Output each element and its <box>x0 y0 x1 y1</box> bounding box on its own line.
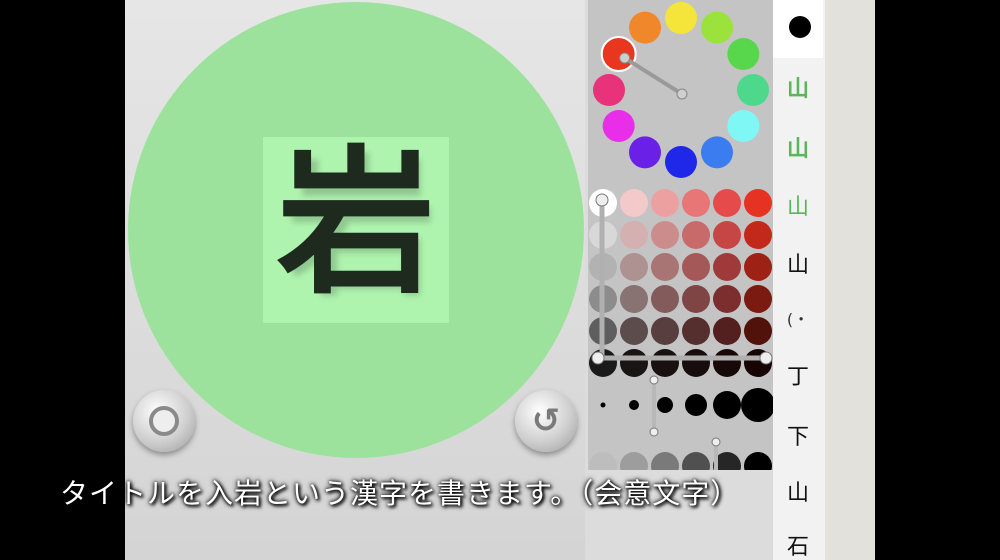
shade-swatch[interactable] <box>620 221 648 249</box>
opacity-swatch[interactable] <box>620 452 648 470</box>
stroke-step-6[interactable]: 丁 <box>773 350 823 405</box>
hue-swatch[interactable] <box>602 110 635 142</box>
shade-swatch[interactable] <box>713 189 741 217</box>
stroke-step-1[interactable]: 山 <box>773 62 823 117</box>
shade-swatch[interactable] <box>651 285 679 313</box>
right-side-bar <box>825 0 875 560</box>
stop-button[interactable] <box>133 390 195 452</box>
hue-swatch[interactable] <box>727 110 760 142</box>
shade-swatch[interactable] <box>682 221 710 249</box>
shade-swatch[interactable] <box>713 285 741 313</box>
shade-swatch[interactable] <box>682 317 710 345</box>
hue-handle-line <box>622 56 684 96</box>
app-screen: 岩 岩 ↺ 山 山 山 山 (・ 丁 <box>125 0 875 560</box>
undo-icon: ↺ <box>531 401 561 441</box>
hue-handle-knob[interactable] <box>619 52 631 64</box>
stroke-step-4[interactable]: 山 <box>773 238 823 293</box>
shade-swatch[interactable] <box>744 317 772 345</box>
stroke-step-label: 山 <box>786 195 809 220</box>
shade-swatch[interactable] <box>713 221 741 249</box>
shade-swatch[interactable] <box>651 221 679 249</box>
shade-swatch[interactable] <box>713 253 741 281</box>
kanji-guide-shadow: 岩 <box>285 143 436 317</box>
shade-swatch[interactable] <box>713 349 741 377</box>
shade-swatch[interactable] <box>744 253 772 281</box>
brightness-slider-knob[interactable] <box>759 351 773 365</box>
opacity-swatch[interactable] <box>744 452 772 470</box>
shade-swatch[interactable] <box>682 189 710 217</box>
hue-swatch[interactable] <box>629 11 661 44</box>
hue-swatch[interactable] <box>701 11 733 44</box>
hue-swatch[interactable] <box>665 2 697 34</box>
color-palette[interactable] <box>588 0 773 470</box>
video-caption: タイトルを入岩という漢字を書きます。（会意文字） <box>60 477 740 510</box>
stroke-step-7[interactable]: 下 <box>773 410 823 465</box>
brush-size-swatch[interactable] <box>657 397 673 413</box>
hue-selector-ring <box>600 36 637 72</box>
undo-button[interactable]: ↺ <box>515 390 577 452</box>
brush-size-knob[interactable] <box>649 375 659 385</box>
stroke-step-label: 下 <box>786 425 809 450</box>
brightness-slider-knob[interactable] <box>591 351 605 365</box>
shade-swatch[interactable] <box>620 189 648 217</box>
hue-swatch[interactable] <box>727 38 760 70</box>
stroke-step-5[interactable]: (・ <box>773 292 823 347</box>
ink-dot-icon <box>789 16 811 38</box>
ink-brush-selector[interactable] <box>773 0 823 58</box>
opacity-swatch[interactable] <box>589 452 617 470</box>
brush-size-swatch[interactable] <box>713 391 741 419</box>
hue-swatch[interactable] <box>665 146 697 178</box>
shade-swatch[interactable] <box>744 189 772 217</box>
stroke-step-3[interactable]: 山 <box>773 180 823 235</box>
hue-handle-knob[interactable] <box>676 88 688 100</box>
shade-swatch[interactable] <box>620 285 648 313</box>
hue-swatch[interactable] <box>602 38 635 70</box>
opacity-knob[interactable] <box>711 437 721 447</box>
brush-size-swatch[interactable] <box>741 388 773 422</box>
stroke-step-9[interactable]: 石 <box>773 520 823 560</box>
brush-size-swatch[interactable] <box>685 394 707 416</box>
shade-swatch[interactable] <box>651 349 679 377</box>
opacity-swatch[interactable] <box>651 452 679 470</box>
stroke-step-label: 山 <box>786 137 809 162</box>
drawing-canvas-area: 岩 岩 ↺ <box>125 0 585 560</box>
stroke-step-2[interactable]: 山 <box>773 122 823 177</box>
hue-swatch[interactable] <box>701 136 733 169</box>
stroke-step-label: 山 <box>786 77 809 102</box>
stroke-step-label: (・ <box>786 310 810 329</box>
stroke-step-label: 丁 <box>786 365 809 390</box>
shade-swatch[interactable] <box>651 189 679 217</box>
shade-swatch[interactable] <box>744 221 772 249</box>
shade-slider-knob[interactable] <box>595 193 609 207</box>
hue-swatch[interactable] <box>737 74 769 106</box>
shade-swatch[interactable] <box>620 349 648 377</box>
shade-swatch[interactable] <box>651 253 679 281</box>
stroke-step-label: 山 <box>786 253 809 278</box>
shade-swatch[interactable] <box>682 253 710 281</box>
palette-graphics <box>589 2 773 470</box>
shade-swatch[interactable] <box>682 349 710 377</box>
stop-icon <box>149 406 179 436</box>
shade-swatch[interactable] <box>651 317 679 345</box>
stroke-step-label: 石 <box>786 535 809 560</box>
shade-swatch[interactable] <box>713 317 741 345</box>
shade-swatch[interactable] <box>620 253 648 281</box>
opacity-swatch[interactable] <box>713 452 741 470</box>
hue-swatch[interactable] <box>593 74 625 106</box>
brush-size-swatch[interactable] <box>600 402 606 408</box>
opacity-swatch[interactable] <box>682 452 710 470</box>
shade-swatch[interactable] <box>682 285 710 313</box>
stroke-step-8[interactable]: 山 <box>773 466 823 521</box>
hue-swatch[interactable] <box>629 136 661 169</box>
brush-size-knob[interactable] <box>649 427 659 437</box>
shade-swatch[interactable] <box>620 317 648 345</box>
shade-swatch[interactable] <box>744 285 772 313</box>
kanji-cell[interactable]: 岩 岩 <box>263 132 449 323</box>
kanji-character: 岩 <box>277 132 435 316</box>
stroke-step-label: 山 <box>786 481 809 506</box>
brush-size-swatch[interactable] <box>629 400 639 410</box>
